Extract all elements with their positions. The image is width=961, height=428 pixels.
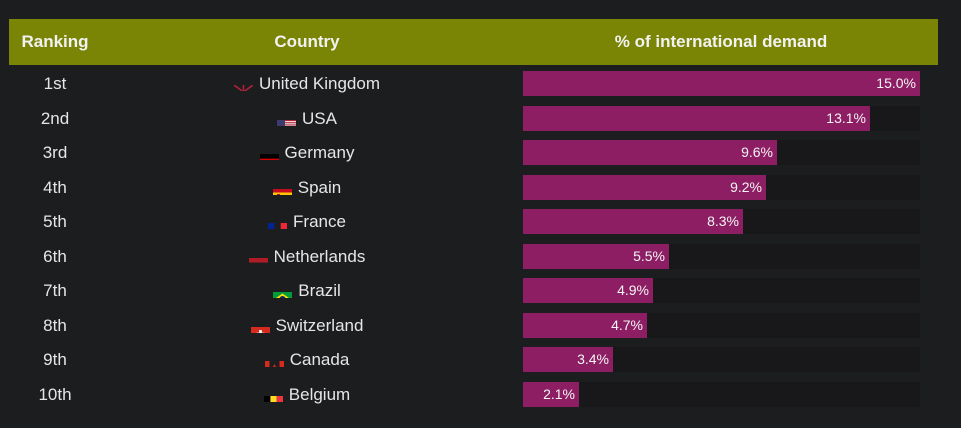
bar-value-label: 9.6% [741, 144, 773, 160]
country-cell: Brazil [157, 274, 457, 309]
header-ranking: Ranking [21, 32, 89, 51]
country-name: Germany [284, 143, 355, 162]
table-row: 2nd USA 13.1% [9, 102, 938, 137]
country-name: Belgium [288, 384, 351, 404]
brazil-flag-icon [273, 284, 293, 298]
rank-label: 6th [43, 246, 67, 266]
bar-value-label: 3.4% [577, 351, 609, 367]
country-cell: Canada [157, 343, 457, 378]
country-cell: Belgium [157, 378, 457, 413]
usa-flag-icon [277, 112, 297, 126]
netherlands-flag-icon [248, 250, 268, 264]
belgium-flag-icon [263, 388, 283, 402]
rank-label: 9th [43, 350, 67, 369]
table-row: 7th Brazil 4.9% [9, 274, 938, 309]
spain-flag-icon [272, 181, 292, 195]
bar-value-label: 9.2% [730, 178, 762, 195]
country-cell: Netherlands [157, 240, 457, 275]
demand-bar: 9.2% [523, 174, 766, 200]
rank-label: 4th [43, 177, 67, 197]
bar-value-label: 4.9% [617, 282, 649, 298]
country-name: France [293, 212, 346, 231]
table-row: 4th Spain 9.2% [9, 171, 938, 206]
table-row: 10th Belgium 2.1% [9, 378, 938, 413]
bar-track: 15.0% [523, 71, 920, 96]
demand-bar: 13.1% [523, 105, 870, 131]
country-cell: Germany [157, 136, 457, 171]
country-name: United Kingdom [259, 74, 380, 93]
country-cell: Switzerland [157, 309, 457, 344]
bar-value-label: 5.5% [633, 247, 665, 264]
bar-track: 9.6% [523, 140, 920, 165]
bar-track: 8.3% [523, 209, 920, 234]
table-row: 3rd Germany 9.6% [9, 136, 938, 171]
rank-label: 5th [43, 212, 67, 231]
country-name: Spain [297, 177, 342, 197]
table-header: Ranking Country % of international deman… [9, 19, 938, 65]
country-name: USA [302, 108, 337, 128]
table-row: 5th France 8.3% [9, 205, 938, 240]
uk-flag-icon [234, 77, 254, 91]
demand-bar: 4.7% [523, 312, 647, 338]
bar-value-label: 4.7% [611, 316, 643, 333]
bar-track: 4.9% [523, 278, 920, 303]
country-cell: France [157, 205, 457, 240]
bar-track: 3.4% [523, 347, 920, 372]
demand-bar: 9.6% [523, 140, 777, 165]
country-cell: Spain [157, 171, 457, 206]
bar-track: 2.1% [523, 381, 920, 407]
bar-track: 13.1% [523, 105, 920, 131]
header-percent-demand: % of international demand [614, 32, 828, 51]
bar-value-label: 8.3% [707, 213, 739, 229]
bar-track: 9.2% [523, 174, 920, 200]
table-row: 8th Switzerland 4.7% [9, 309, 938, 344]
bar-value-label: 15.0% [876, 75, 916, 91]
demand-ranking-table: Ranking Country % of international deman… [9, 19, 938, 417]
france-flag-icon [268, 215, 288, 229]
switzerland-flag-icon [250, 319, 270, 333]
header-country: Country [274, 32, 340, 51]
table-row: 1st United Kingdom 15.0% [9, 67, 938, 102]
rank-label: 8th [43, 315, 67, 335]
germany-flag-icon [259, 146, 279, 160]
demand-bar: 3.4% [523, 347, 613, 372]
demand-bar: 2.1% [523, 381, 579, 407]
bar-value-label: 2.1% [543, 385, 575, 402]
country-name: Netherlands [273, 246, 366, 266]
rank-label: 10th [38, 384, 72, 404]
rank-label: 1st [43, 74, 67, 93]
country-name: Switzerland [275, 315, 364, 335]
demand-bar: 5.5% [523, 243, 669, 269]
bar-track: 4.7% [523, 312, 920, 338]
country-name: Brazil [298, 281, 341, 300]
bar-value-label: 13.1% [826, 109, 866, 126]
table-row: 6th Netherlands 5.5% [9, 240, 938, 275]
bar-track: 5.5% [523, 243, 920, 269]
country-name: Canada [289, 350, 350, 369]
rank-label: 3rd [42, 143, 68, 162]
demand-bar: 15.0% [523, 71, 920, 96]
table-row: 9th Canada 3.4% [9, 343, 938, 378]
country-cell: United Kingdom [157, 67, 457, 102]
demand-bar: 8.3% [523, 209, 743, 234]
table-body: 1st United Kingdom 15.0% 2nd USA 13.1% 3rd Germ… [9, 65, 938, 417]
country-cell: USA [157, 102, 457, 137]
demand-bar: 4.9% [523, 278, 653, 303]
rank-label: 2nd [40, 108, 70, 128]
canada-flag-icon [264, 353, 284, 367]
rank-label: 7th [43, 281, 67, 300]
